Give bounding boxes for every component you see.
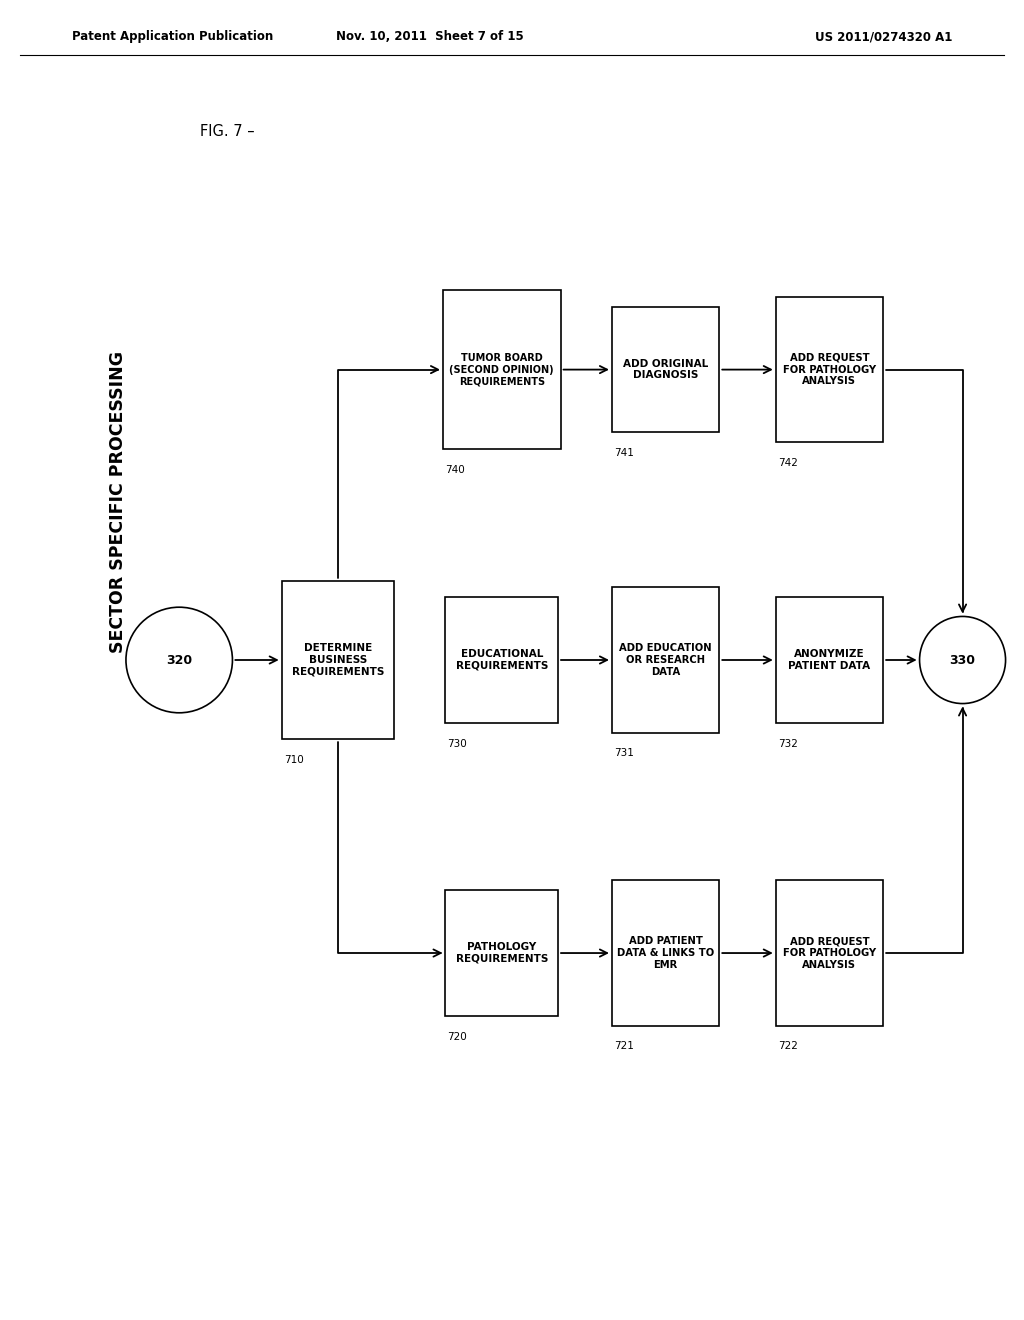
FancyBboxPatch shape [442,290,561,449]
Text: 722: 722 [778,1041,798,1052]
Text: ADD PATIENT
DATA & LINKS TO
EMR: ADD PATIENT DATA & LINKS TO EMR [617,936,714,970]
Text: FIG. 7 –: FIG. 7 – [200,124,254,140]
Text: 741: 741 [614,449,634,458]
Text: Nov. 10, 2011  Sheet 7 of 15: Nov. 10, 2011 Sheet 7 of 15 [336,30,524,44]
FancyBboxPatch shape [612,308,719,433]
Text: ADD ORIGINAL
DIAGNOSIS: ADD ORIGINAL DIAGNOSIS [623,359,709,380]
Text: TUMOR BOARD
(SECOND OPINION)
REQUIREMENTS: TUMOR BOARD (SECOND OPINION) REQUIREMENT… [450,352,554,387]
Text: ADD REQUEST
FOR PATHOLOGY
ANALYSIS: ADD REQUEST FOR PATHOLOGY ANALYSIS [783,352,876,387]
Text: EDUCATIONAL
REQUIREMENTS: EDUCATIONAL REQUIREMENTS [456,649,548,671]
Text: ADD EDUCATION
OR RESEARCH
DATA: ADD EDUCATION OR RESEARCH DATA [620,643,712,677]
FancyBboxPatch shape [282,581,394,739]
FancyBboxPatch shape [445,890,558,1016]
Text: ANONYMIZE
PATIENT DATA: ANONYMIZE PATIENT DATA [788,649,870,671]
Text: PATHOLOGY
REQUIREMENTS: PATHOLOGY REQUIREMENTS [456,942,548,964]
Text: ADD REQUEST
FOR PATHOLOGY
ANALYSIS: ADD REQUEST FOR PATHOLOGY ANALYSIS [783,936,876,970]
Text: DETERMINE
BUSINESS
REQUIREMENTS: DETERMINE BUSINESS REQUIREMENTS [292,643,384,677]
FancyBboxPatch shape [612,587,719,733]
Text: 710: 710 [284,755,303,766]
FancyBboxPatch shape [612,880,719,1026]
Text: US 2011/0274320 A1: US 2011/0274320 A1 [815,30,952,44]
Text: 742: 742 [778,458,798,469]
FancyBboxPatch shape [445,597,558,722]
Text: 730: 730 [447,739,467,748]
Text: 732: 732 [778,739,798,748]
Text: 740: 740 [444,465,465,475]
FancyBboxPatch shape [776,880,883,1026]
Text: 320: 320 [166,653,193,667]
Ellipse shape [126,607,232,713]
Text: 731: 731 [614,748,634,759]
Text: 720: 720 [447,1032,467,1041]
Text: 721: 721 [614,1041,634,1052]
Text: SECTOR SPECIFIC PROCESSING: SECTOR SPECIFIC PROCESSING [109,351,127,652]
Text: Patent Application Publication: Patent Application Publication [72,30,273,44]
Text: 330: 330 [949,653,976,667]
FancyBboxPatch shape [776,597,883,722]
FancyBboxPatch shape [776,297,883,442]
Ellipse shape [920,616,1006,704]
